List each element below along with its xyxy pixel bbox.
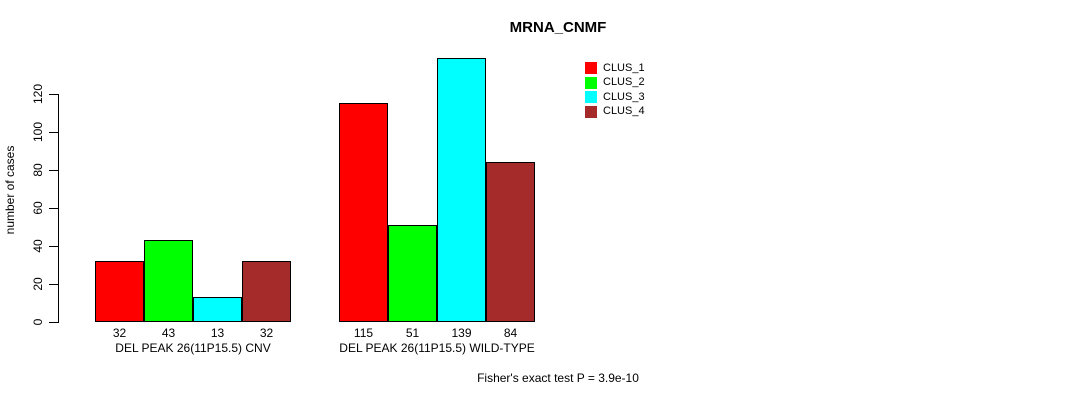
x-category-label: DEL PEAK 26(11P15.5) CNV: [115, 341, 271, 355]
bar-clus_4-group2: [486, 162, 535, 322]
bar-clus_3-group1: [193, 297, 242, 322]
bar-value-label: 139: [451, 326, 472, 340]
bar-value-label: 115: [353, 326, 374, 340]
legend-item-clus_4: CLUS_4: [585, 105, 645, 120]
annotation-text: Fisher's exact test P = 3.9e-10: [477, 371, 639, 385]
y-tick-label: 120: [31, 83, 45, 105]
y-axis-tick: [49, 170, 59, 171]
y-tick-label: 0: [31, 318, 45, 326]
legend-label: CLUS_1: [603, 61, 645, 74]
bar-value-label: 32: [112, 326, 127, 340]
bar-clus_4-group1: [242, 261, 291, 322]
bar-clus_2-group2: [388, 225, 437, 322]
y-tick-label: 40: [31, 239, 45, 253]
legend-item-clus_1: CLUS_1: [585, 61, 645, 76]
bar-clus_1-group1: [95, 261, 144, 322]
y-tick-label: 100: [31, 121, 45, 143]
bar-value-label: 43: [161, 326, 176, 340]
legend-label: CLUS_4: [603, 105, 645, 118]
bar-value-label: 84: [503, 326, 518, 340]
legend-label: CLUS_3: [603, 90, 645, 103]
bar-value-label: 13: [210, 326, 225, 340]
bar-value-label: 51: [405, 326, 420, 340]
y-axis-label: number of cases: [3, 145, 17, 235]
legend: CLUS_1 CLUS_2 CLUS_3 CLUS_4: [585, 61, 645, 119]
x-category-label: DEL PEAK 26(11P15.5) WILD-TYPE: [339, 341, 535, 355]
chart-title: MRNA_CNMF: [509, 19, 607, 36]
y-axis-tick: [49, 94, 59, 95]
bar-clus_1-group2: [339, 103, 388, 322]
legend-swatch-icon: [585, 62, 597, 75]
y-axis-tick: [49, 208, 59, 209]
bar-value-label: 32: [259, 326, 274, 340]
y-axis-tick: [49, 132, 59, 133]
bar-clus_2-group1: [144, 240, 193, 322]
y-axis-tick: [49, 322, 59, 323]
legend-swatch-icon: [585, 105, 597, 118]
legend-swatch-icon: [585, 76, 597, 89]
y-tick-label: 60: [31, 201, 45, 215]
y-axis-tick: [49, 246, 59, 247]
y-tick-label: 80: [31, 163, 45, 177]
legend-label: CLUS_2: [603, 76, 645, 89]
legend-swatch-icon: [585, 91, 597, 104]
legend-item-clus_2: CLUS_2: [585, 76, 645, 91]
y-tick-label: 20: [31, 277, 45, 291]
y-axis-tick: [49, 284, 59, 285]
legend-item-clus_3: CLUS_3: [585, 90, 645, 105]
bar-clus_3-group2: [437, 58, 486, 322]
